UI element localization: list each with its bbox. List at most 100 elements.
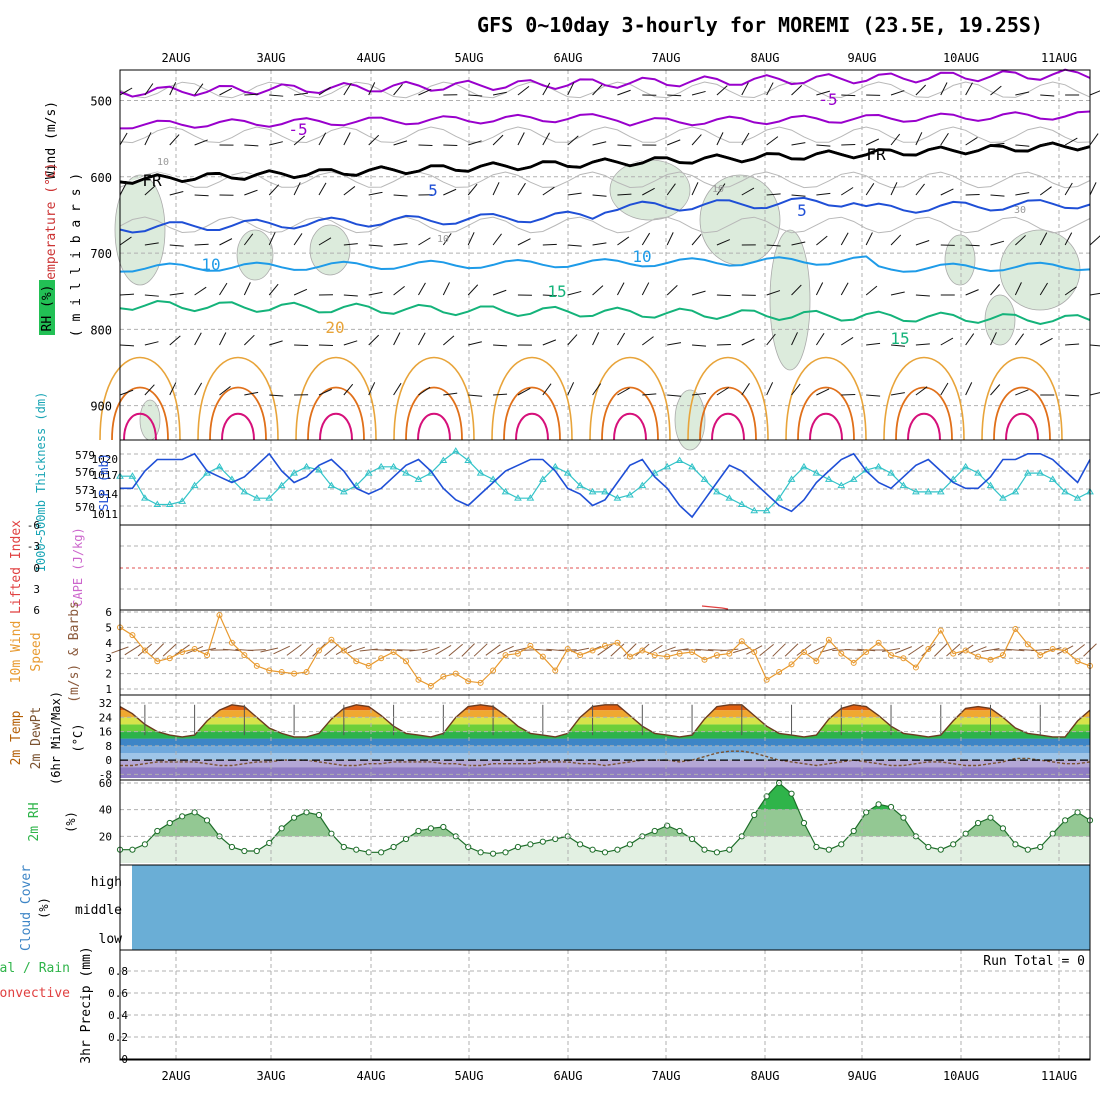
ylabel-2m-dewpt: 2m DewPt <box>29 707 44 770</box>
ylabel-slp: SLP (mb) <box>97 453 111 511</box>
rh-point <box>788 790 795 797</box>
wind-barb <box>791 194 806 197</box>
thickness-point <box>787 475 796 482</box>
temp-band-low <box>120 767 1090 778</box>
wind-barb <box>965 333 975 346</box>
ylabel-pressure: ( m i l l i b a r s ) <box>69 173 84 337</box>
thickness-point <box>974 469 982 476</box>
wind-speed-point <box>825 636 832 643</box>
wind-barb-10m <box>162 643 177 657</box>
wind-barb <box>716 387 730 396</box>
wind-barb <box>119 87 133 96</box>
wind-barb-10m <box>485 644 501 656</box>
wind-speed-point <box>552 667 559 674</box>
wind-speed-point <box>850 659 857 666</box>
temp-tick-label: 16 <box>99 726 112 739</box>
isotherm-10 <box>119 255 1091 273</box>
ylabel-rh-unit: (%) <box>64 811 78 833</box>
wind-barb <box>915 294 930 297</box>
wind-speed-point <box>154 658 161 665</box>
rh-point <box>800 819 808 827</box>
rh-area <box>944 234 976 286</box>
wind-barb <box>617 144 632 147</box>
thickness-point <box>986 481 995 489</box>
temp-band <box>120 717 1090 725</box>
wind-barb <box>318 344 333 347</box>
wind-barb <box>965 82 973 96</box>
wind-barb <box>492 289 507 296</box>
wind-barb <box>692 344 707 347</box>
wind-barb <box>567 334 578 346</box>
wind-speed-point <box>477 679 484 686</box>
wind-speed-point <box>166 655 173 662</box>
li-tick-label: -6 <box>27 519 40 532</box>
wind-speed-point <box>204 652 211 659</box>
wind-barb <box>567 382 575 396</box>
rh-point <box>390 843 397 851</box>
wind-barb <box>567 82 575 96</box>
date-label-top: 6AUG <box>554 51 583 65</box>
wind-barb-10m <box>286 644 302 656</box>
wind-barb <box>442 233 452 246</box>
wind-barb <box>244 391 259 396</box>
contour-label: 30 <box>1014 205 1026 216</box>
rh-contour <box>119 216 1091 234</box>
thickness-point <box>563 469 572 476</box>
warm-isotherm-loop <box>613 412 647 441</box>
rh-point <box>340 843 347 851</box>
rh-label-swatch <box>39 280 55 335</box>
wind-barb-10m <box>347 646 365 654</box>
thickness-point <box>315 465 323 473</box>
contour-label: 15 <box>890 329 909 348</box>
wind-speed-point <box>925 645 932 652</box>
date-label-top: 11AUG <box>1041 51 1077 65</box>
rh-point <box>577 841 584 848</box>
wind-barb-10m <box>448 643 463 657</box>
wind-barb-10m <box>658 646 676 654</box>
wind-speed-point <box>328 636 335 643</box>
slp-tick-label: 1011 <box>92 508 119 521</box>
rh-point <box>825 846 832 853</box>
wind-speed-point <box>577 652 584 659</box>
wind-barb <box>542 294 557 297</box>
rh-point <box>514 843 522 851</box>
contour-label: FR <box>866 145 886 164</box>
thickness-point <box>874 462 883 470</box>
wind-barb <box>119 182 128 196</box>
wind-barb-10m <box>435 645 452 655</box>
warm-isotherm-loop <box>197 356 279 441</box>
wind-tick-label: 6 <box>105 606 112 619</box>
rh-point <box>203 817 211 824</box>
rh-point <box>614 846 621 853</box>
wind-barb <box>691 290 706 296</box>
wind-barb <box>194 243 209 246</box>
wind-barb-10m <box>934 643 948 657</box>
li-tick-label: 6 <box>33 604 40 617</box>
wind-barb <box>965 137 978 146</box>
wind-barb <box>766 333 776 346</box>
wind-speed-point <box>950 650 957 657</box>
wind-speed-point <box>639 647 646 654</box>
warm-isotherm-loop <box>883 356 965 441</box>
wind-speed-point <box>713 652 720 659</box>
wind-speed-point <box>975 653 982 660</box>
wind-barb-10m <box>124 644 141 656</box>
ylabel-rh: RH (%) <box>40 285 55 332</box>
wind-barb <box>791 241 806 246</box>
wind-barb <box>766 136 779 146</box>
contour-label: 10 <box>157 157 169 168</box>
wind-barb <box>318 237 332 246</box>
wind-barb <box>1089 182 1097 196</box>
wind-barb <box>194 83 204 96</box>
thickness-point <box>750 506 759 514</box>
wind-barb <box>418 144 433 147</box>
wind-barb-10m <box>623 643 637 657</box>
wind-barb <box>915 343 930 346</box>
wind-barb <box>393 140 408 146</box>
wind-barb <box>791 332 798 346</box>
ylabel-wind: Wind (m/s) <box>44 101 59 179</box>
wind-barb <box>517 85 530 96</box>
thickness-panel-frame <box>119 439 1091 526</box>
wind-barb <box>219 238 233 246</box>
wind-barb <box>144 384 155 396</box>
